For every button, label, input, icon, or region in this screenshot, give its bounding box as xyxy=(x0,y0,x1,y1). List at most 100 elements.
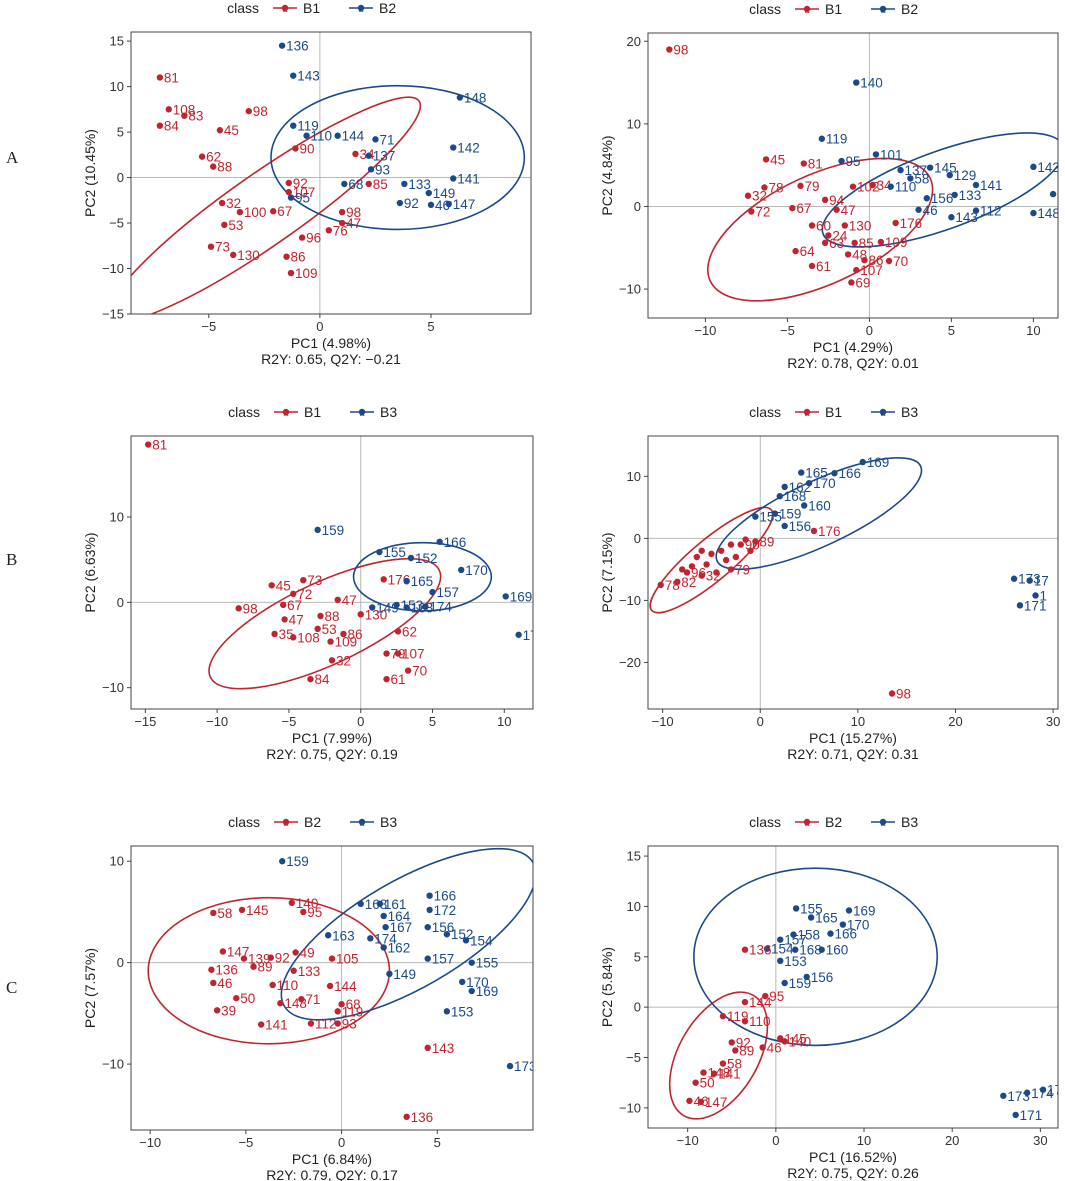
sample-point-b1 xyxy=(698,547,705,554)
sample-point-b1 xyxy=(789,204,796,212)
sample-point-b2 xyxy=(450,144,457,151)
sample-point-b2 xyxy=(367,166,375,173)
sample-label: 81 xyxy=(152,438,167,453)
sample-label: 92 xyxy=(404,196,419,211)
legend-label-b3: B3 xyxy=(901,404,918,420)
sample-label: 145 xyxy=(246,903,269,918)
sample-point-b3 xyxy=(502,593,509,600)
x-tick-label: −15 xyxy=(134,714,156,729)
sample-point-b3 xyxy=(424,923,431,931)
sample-point-b3 xyxy=(426,892,433,899)
sample-point-b3 xyxy=(382,923,389,931)
sample-label: 159 xyxy=(779,507,802,522)
confidence-ellipse-b1 xyxy=(131,96,422,314)
sample-label: 155 xyxy=(383,545,406,560)
y-axis-label: PC2 (4.84%) xyxy=(599,135,615,215)
sample-label: 70 xyxy=(893,254,908,269)
sample-point-b1 xyxy=(727,541,735,548)
sample-point-b2 xyxy=(288,899,295,906)
sample-label: 160 xyxy=(808,498,831,513)
sample-label: 53 xyxy=(322,622,337,637)
sample-point-b1 xyxy=(825,232,832,239)
sample-point-b3 xyxy=(380,912,387,920)
sample-label: 112 xyxy=(980,204,1002,219)
sample-point-b1 xyxy=(848,279,855,286)
x-tick-label: 0 xyxy=(772,1133,779,1148)
sample-label: 155 xyxy=(476,956,499,971)
sample-point-b2 xyxy=(1049,190,1057,198)
x-tick-label: −10 xyxy=(139,1135,161,1150)
legend-key-dot xyxy=(282,818,290,826)
sample-label: 92 xyxy=(736,1035,751,1050)
sample-label: 72 xyxy=(297,587,312,602)
plot-frame xyxy=(647,32,1059,319)
sample-point-b2 xyxy=(298,995,305,1003)
sample-label: 141 xyxy=(265,1018,288,1033)
sample-label: 71 xyxy=(305,992,320,1007)
sample-label: 159 xyxy=(789,976,812,991)
sample-point-b3 xyxy=(1010,575,1018,582)
sample-point-b2 xyxy=(907,175,914,182)
sample-point-b2 xyxy=(210,909,217,917)
sample-label: 81 xyxy=(808,157,823,172)
legend-key-glyph: a xyxy=(880,5,885,15)
sample-label: 130 xyxy=(849,218,872,233)
sample-label: 110 xyxy=(277,978,299,993)
sample-label: 152 xyxy=(415,551,438,566)
sample-label: 176 xyxy=(818,524,841,539)
sample-label: 67 xyxy=(287,598,302,613)
sample-label: 89 xyxy=(759,534,774,549)
y-tick-label: 10 xyxy=(110,510,124,525)
sample-label: 169 xyxy=(510,589,533,604)
sample-point-b2 xyxy=(697,1098,705,1106)
sample-point-b1 xyxy=(752,538,759,545)
sample-point-b1 xyxy=(833,206,840,213)
y-tick-label: −5 xyxy=(626,1050,641,1065)
sample-point-b2 xyxy=(897,166,904,174)
x-tick-label: 0 xyxy=(316,319,323,334)
y-tick-label: 0 xyxy=(634,199,641,214)
sample-label: 137 xyxy=(905,163,928,178)
sample-label: 86 xyxy=(291,250,306,265)
sample-point-b2 xyxy=(338,1001,345,1008)
sample-point-b1 xyxy=(300,576,307,584)
sample-label: 61 xyxy=(391,672,406,687)
sample-label: 136 xyxy=(411,1110,434,1125)
sample-point-b1 xyxy=(218,199,226,207)
sample-label: 79 xyxy=(735,562,750,577)
sample-point-b2 xyxy=(403,1113,410,1121)
sample-label: 45 xyxy=(276,578,291,593)
sample-point-b2 xyxy=(923,195,930,202)
sample-point-b1 xyxy=(877,238,885,246)
plot-frame xyxy=(130,435,534,710)
legend-key-dot xyxy=(803,818,811,826)
y-tick-label: −5 xyxy=(109,216,124,231)
legend-label-b3: B3 xyxy=(380,404,397,420)
sample-point-b1 xyxy=(394,650,402,657)
sample-point-b3 xyxy=(803,973,810,981)
legend-key-dot xyxy=(879,818,887,826)
sample-label: 168 xyxy=(365,897,388,912)
sample-point-b2 xyxy=(818,135,826,142)
sample-label: 154 xyxy=(470,933,493,948)
sample-point-b2 xyxy=(328,955,336,962)
sample-point-b2 xyxy=(238,906,246,914)
sample-label: 157 xyxy=(437,585,460,600)
sample-point-b3 xyxy=(1026,577,1033,584)
legend-label-b2: B2 xyxy=(825,814,842,830)
sample-label: 166 xyxy=(838,466,861,481)
sample-point-b2 xyxy=(1030,209,1037,217)
plot-frame xyxy=(647,435,1059,710)
x-axis-label: PC1 (7.99%) xyxy=(292,730,372,746)
y-tick-label: −10 xyxy=(102,1057,124,1072)
legend-key-glyph: a xyxy=(358,4,363,14)
sample-point-b1 xyxy=(657,581,664,589)
legend-title: class xyxy=(227,0,259,16)
sample-point-b2 xyxy=(1030,163,1037,171)
sample-point-b1 xyxy=(281,616,288,623)
sample-point-b3 xyxy=(839,921,847,928)
sample-point-b1 xyxy=(808,262,816,270)
sample-label: 148 xyxy=(464,90,487,105)
sample-point-b1 xyxy=(338,219,346,227)
